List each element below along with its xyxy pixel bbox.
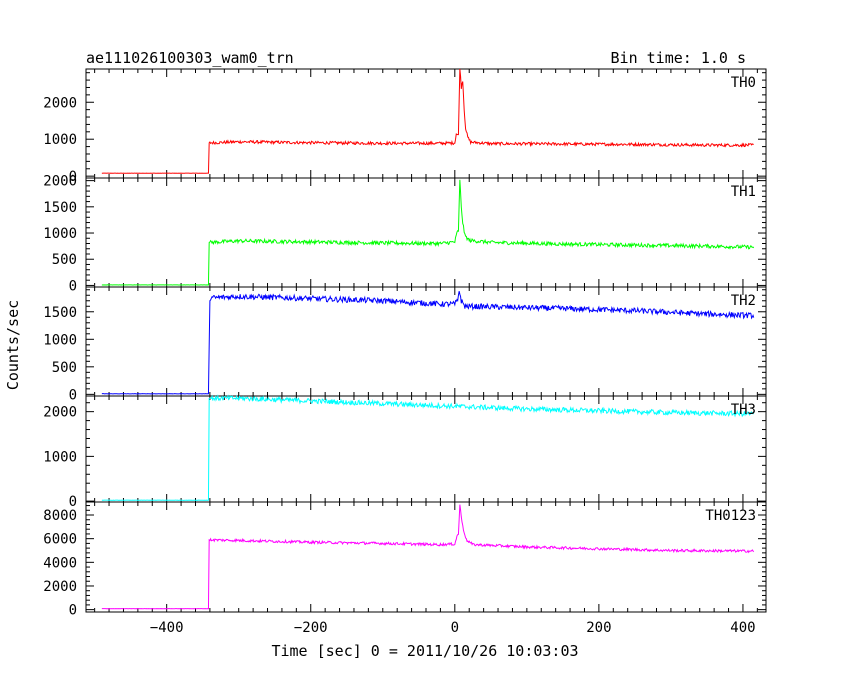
x-tick-label: 400 bbox=[730, 620, 755, 636]
y-tick-label: 2000 bbox=[43, 95, 77, 111]
x-axis-label: Time [sec] 0 = 2011/10/26 10:03:03 bbox=[271, 642, 578, 660]
y-tick-label: 2000 bbox=[43, 579, 77, 595]
series-line-th3 bbox=[101, 394, 755, 501]
bin-time-label: Bin time: 1.0 s bbox=[611, 49, 746, 67]
y-tick-label: 0 bbox=[69, 387, 77, 403]
y-tick-label: 1000 bbox=[43, 332, 77, 348]
y-tick-label: 4000 bbox=[43, 555, 77, 571]
y-tick-label: 0 bbox=[69, 603, 77, 619]
x-tick-label: 0 bbox=[451, 620, 459, 636]
series-name-label: TH1 bbox=[731, 184, 756, 200]
y-tick-label: 2000 bbox=[43, 405, 77, 421]
y-tick-label: 500 bbox=[52, 360, 77, 376]
x-tick-label: −400 bbox=[150, 620, 184, 636]
series-line-th0 bbox=[101, 68, 754, 174]
y-axis-label: Counts/sec bbox=[4, 300, 22, 390]
x-tick-label: −200 bbox=[294, 620, 328, 636]
panel-frame bbox=[85, 177, 767, 288]
y-tick-label: 500 bbox=[52, 252, 77, 268]
y-tick-label: 2000 bbox=[43, 174, 77, 190]
y-tick-label: 1000 bbox=[43, 449, 77, 465]
series-line-th1 bbox=[101, 179, 755, 286]
panels-group: 010002000TH00500100015002000TH1050010001… bbox=[43, 68, 767, 636]
series-name-label: TH0 bbox=[731, 75, 756, 91]
series-name-label: TH0123 bbox=[705, 508, 756, 524]
y-tick-label: 1500 bbox=[43, 200, 77, 216]
y-tick-label: 8000 bbox=[43, 508, 77, 524]
series-line-th0123 bbox=[101, 504, 755, 610]
y-tick-label: 1500 bbox=[43, 305, 77, 321]
y-tick-label: 1000 bbox=[43, 226, 77, 242]
series-name-label: TH2 bbox=[731, 293, 756, 309]
chart-title: ae111026100303_wam0_trn bbox=[86, 49, 294, 67]
panel-frame bbox=[85, 68, 767, 179]
y-tick-label: 0 bbox=[69, 278, 77, 294]
series-name-label: TH3 bbox=[731, 402, 756, 418]
x-tick-label: 200 bbox=[586, 620, 611, 636]
panel-frame bbox=[85, 395, 767, 503]
y-tick-label: 0 bbox=[69, 169, 77, 185]
series-line-th2 bbox=[101, 291, 755, 395]
panel-frame bbox=[85, 501, 767, 613]
y-tick-label: 1000 bbox=[43, 132, 77, 148]
y-tick-label: 6000 bbox=[43, 532, 77, 548]
y-tick-label: 0 bbox=[69, 494, 77, 510]
